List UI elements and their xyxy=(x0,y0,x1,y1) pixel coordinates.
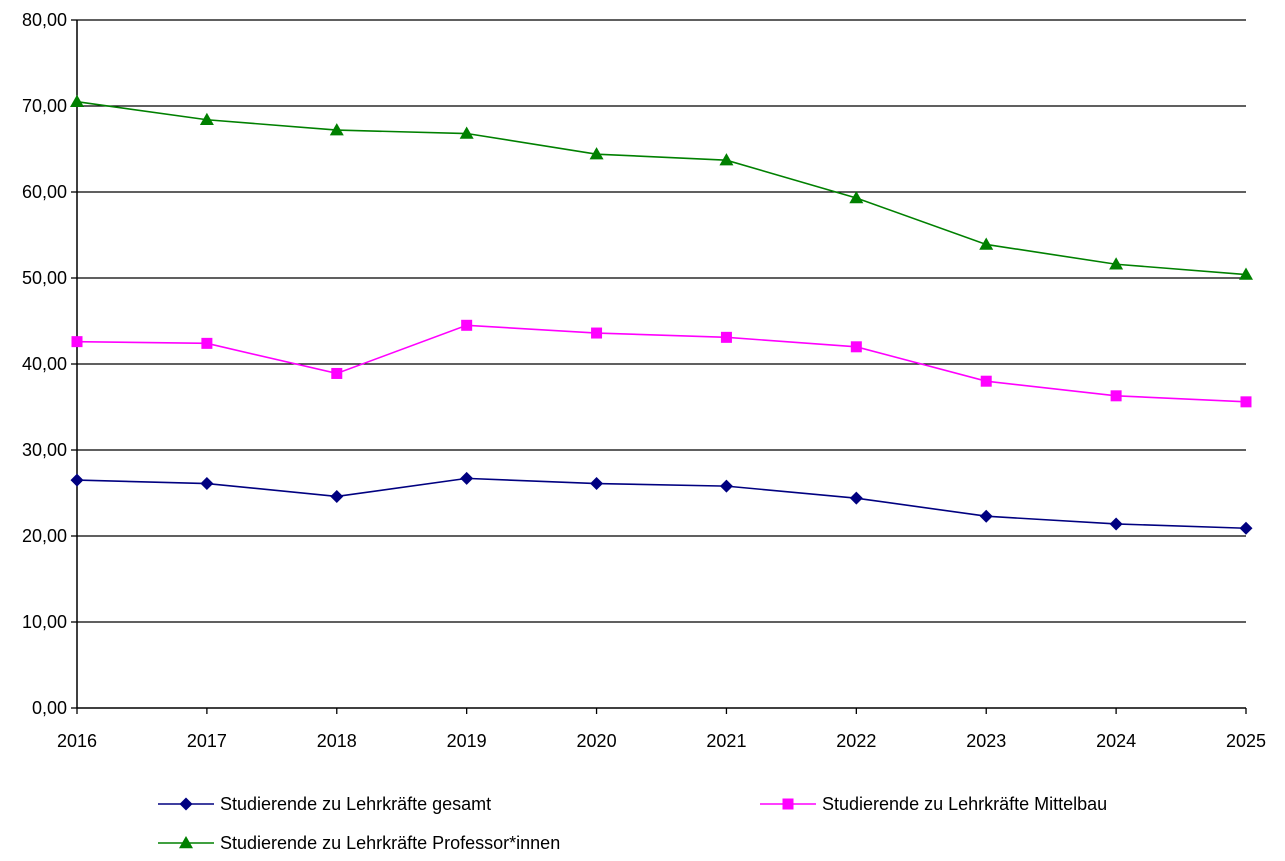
data-point-1 xyxy=(70,473,84,487)
data-point-3 xyxy=(329,123,344,136)
data-point-2 xyxy=(1240,396,1252,408)
data-point-3 xyxy=(849,191,864,204)
data-point-2 xyxy=(720,331,732,343)
data-point-1 xyxy=(460,471,474,485)
series-line-3 xyxy=(76,100,1247,276)
legend-label-2: Studierende zu Lehrkräfte Mittelbau xyxy=(822,794,1107,814)
y-tick-label: 0,00 xyxy=(32,698,67,718)
data-point-3 xyxy=(719,153,734,166)
x-tick-label: 2022 xyxy=(836,731,876,751)
data-point-2 xyxy=(201,337,213,349)
y-tick-label: 70,00 xyxy=(22,96,67,116)
data-point-3 xyxy=(589,147,604,160)
data-point-3 xyxy=(459,126,474,139)
x-tick-label: 2018 xyxy=(317,731,357,751)
x-tick-label: 2023 xyxy=(966,731,1006,751)
x-tick-label: 2021 xyxy=(706,731,746,751)
legend-marker-1 xyxy=(179,797,193,811)
y-tick-label: 30,00 xyxy=(22,440,67,460)
data-point-1 xyxy=(1109,517,1123,531)
data-point-1 xyxy=(719,479,733,493)
data-point-3 xyxy=(199,112,214,126)
series-line-2 xyxy=(76,324,1247,403)
legend-marker-3 xyxy=(179,836,193,849)
data-point-1 xyxy=(1239,521,1253,535)
y-tick-label: 50,00 xyxy=(22,268,67,288)
y-tick-label: 40,00 xyxy=(22,354,67,374)
x-tick-label: 2016 xyxy=(57,731,97,751)
data-point-2 xyxy=(850,341,862,353)
data-point-3 xyxy=(1109,257,1124,270)
data-point-2 xyxy=(461,319,473,331)
data-point-1 xyxy=(979,509,993,523)
data-point-3 xyxy=(979,237,994,250)
data-point-1 xyxy=(849,491,863,505)
data-point-3 xyxy=(70,94,84,107)
y-tick-label: 60,00 xyxy=(22,182,67,202)
data-point-2 xyxy=(591,327,603,339)
data-point-2 xyxy=(1110,390,1122,402)
data-point-1 xyxy=(330,489,344,503)
x-tick-label: 2020 xyxy=(577,731,617,751)
data-point-1 xyxy=(590,477,604,491)
data-point-2 xyxy=(980,375,992,387)
x-tick-label: 2025 xyxy=(1226,731,1266,751)
legend-marker-2 xyxy=(782,798,794,810)
legend-label-3: Studierende zu Lehrkräfte Professor*inne… xyxy=(220,833,560,853)
data-point-1 xyxy=(200,477,214,491)
x-tick-label: 2019 xyxy=(447,731,487,751)
x-tick-label: 2024 xyxy=(1096,731,1136,751)
data-point-3 xyxy=(1239,267,1253,280)
y-tick-label: 80,00 xyxy=(22,10,67,30)
legend-label-1: Studierende zu Lehrkräfte gesamt xyxy=(220,794,491,814)
x-tick-label: 2017 xyxy=(187,731,227,751)
series-line-1 xyxy=(76,477,1247,530)
y-tick-label: 20,00 xyxy=(22,526,67,546)
data-point-2 xyxy=(71,336,83,348)
y-tick-label: 10,00 xyxy=(22,612,67,632)
data-point-2 xyxy=(331,367,343,379)
